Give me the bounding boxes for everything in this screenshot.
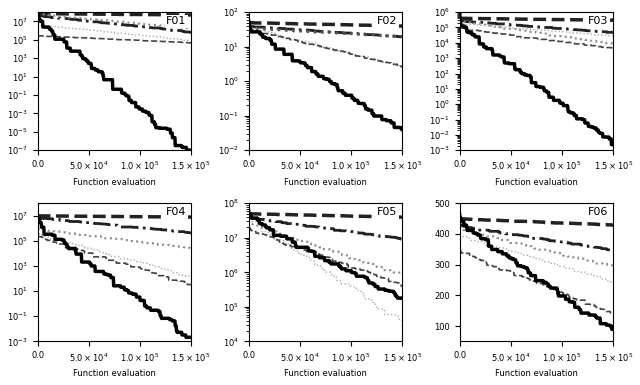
X-axis label: Function evaluation: Function evaluation (495, 369, 578, 378)
Text: F03: F03 (588, 16, 609, 26)
Text: F01: F01 (166, 16, 187, 26)
X-axis label: Function evaluation: Function evaluation (284, 178, 367, 187)
X-axis label: Function evaluation: Function evaluation (73, 178, 156, 187)
Text: F04: F04 (166, 208, 187, 218)
Text: F05: F05 (378, 208, 397, 218)
Text: F06: F06 (588, 208, 609, 218)
X-axis label: Function evaluation: Function evaluation (495, 178, 578, 187)
X-axis label: Function evaluation: Function evaluation (284, 369, 367, 378)
X-axis label: Function evaluation: Function evaluation (73, 369, 156, 378)
Text: F02: F02 (377, 16, 397, 26)
